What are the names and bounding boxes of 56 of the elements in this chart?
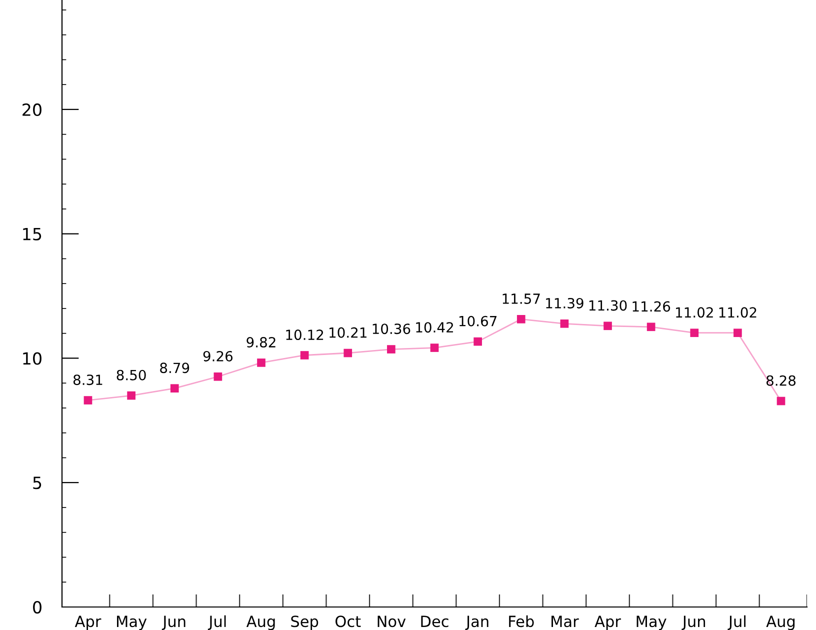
- x-tick-label: Jul: [208, 615, 226, 630]
- point: [734, 328, 742, 338]
- x-tick-label: Dec: [421, 616, 448, 628]
- data-label: 10.67: [459, 316, 497, 326]
- point: [474, 337, 482, 346]
- point: [257, 358, 266, 367]
- x-tick-label: Apr: [74, 616, 102, 630]
- x-tick-label: Oct: [336, 616, 361, 628]
- point: [776, 396, 786, 406]
- data-label: 10.36: [372, 324, 410, 334]
- x-tick-label: Jun: [682, 616, 706, 630]
- data-label: 11.30: [589, 300, 627, 311]
- y-tick-label: 5: [33, 476, 42, 490]
- x-tick-label: Aug: [766, 616, 795, 630]
- data-label: 11.57: [502, 294, 540, 304]
- point: [170, 384, 179, 392]
- x-tick-label: Mar: [552, 616, 579, 628]
- data-label: 10.12: [286, 330, 324, 340]
- x-tick-label: Jul: [728, 615, 746, 630]
- point: [387, 345, 396, 354]
- data-label: 11.26: [632, 301, 670, 312]
- data-label: 11.02: [719, 307, 756, 318]
- point: [646, 322, 656, 332]
- data-label: 8.31: [73, 374, 102, 386]
- data-label: 10.42: [416, 322, 453, 333]
- y-tick-label: 0: [33, 600, 42, 614]
- point: [344, 348, 352, 358]
- data-label: 8.50: [116, 370, 146, 380]
- y-tick-label: 15: [23, 228, 42, 240]
- x-tick-label: May: [117, 616, 147, 630]
- y-tick-label: 20: [22, 103, 42, 116]
- point: [127, 391, 136, 400]
- point: [430, 344, 439, 352]
- x-tick-label: May: [636, 616, 666, 630]
- point: [690, 328, 699, 338]
- x-tick-label: Apr: [594, 616, 621, 630]
- x-tick-label: Sep: [291, 616, 318, 630]
- data-label: 9.82: [246, 337, 276, 348]
- point: [516, 315, 526, 324]
- data-label: 10.21: [330, 327, 366, 338]
- x-tick-label: Nov: [378, 616, 406, 628]
- data-label: 8.79: [160, 362, 190, 374]
- x-tick-label: Aug: [246, 616, 275, 630]
- data-label: 8.28: [766, 375, 796, 386]
- x-tick-label: Feb: [509, 615, 534, 628]
- point: [560, 319, 569, 328]
- data-label: 9.26: [203, 350, 233, 362]
- point: [84, 396, 92, 404]
- data-label: 11.39: [546, 298, 584, 308]
- point: [604, 322, 612, 330]
- point: [300, 351, 309, 360]
- point: [214, 372, 222, 381]
- x-tick-label: Jun: [162, 616, 186, 630]
- y-tick-label: 10: [23, 352, 42, 365]
- data-label: 11.02: [676, 307, 713, 318]
- x-tick-label: Jan: [465, 616, 488, 630]
